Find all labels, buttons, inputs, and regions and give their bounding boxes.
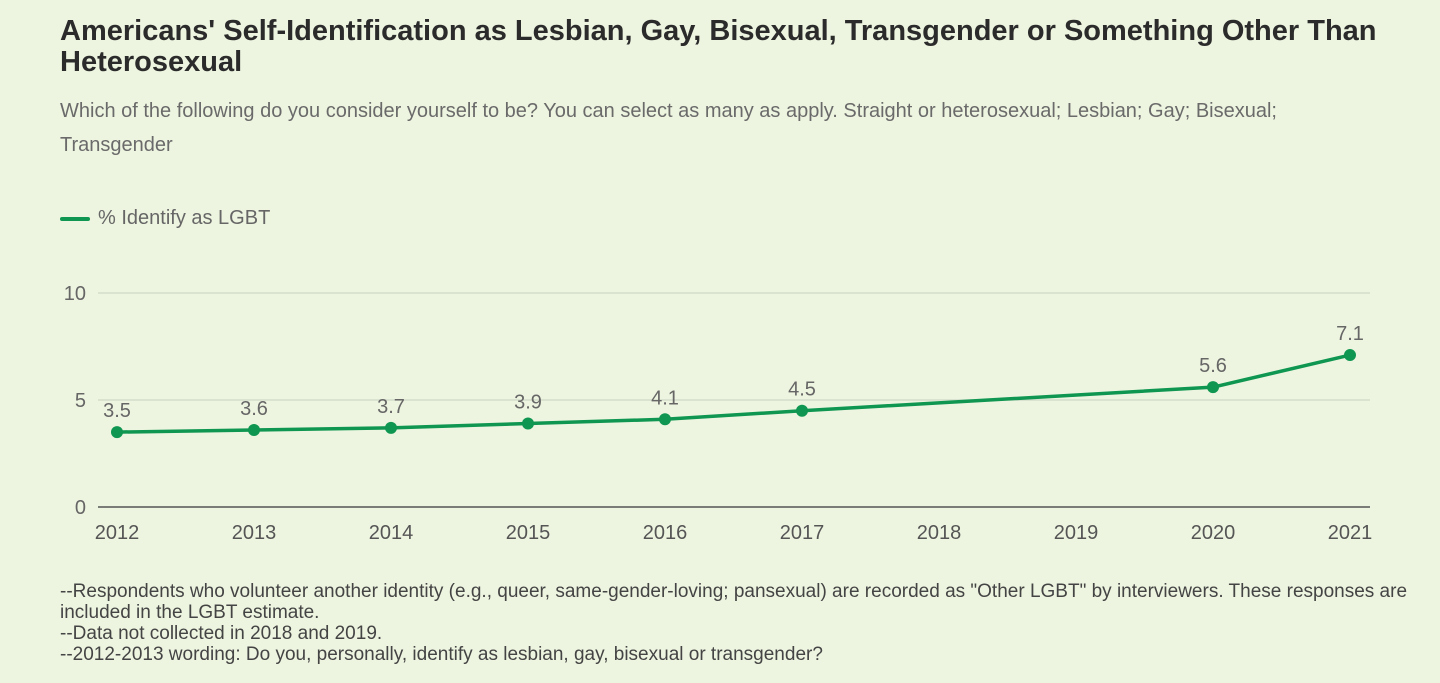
data-point	[248, 423, 260, 436]
y-tick-label: 10	[64, 283, 86, 305]
chart-subtitle: Which of the following do you consider y…	[60, 100, 1277, 156]
x-tick-label: 2021	[1328, 522, 1373, 544]
footnote: --2012-2013 wording: Do you, personally,…	[60, 644, 823, 665]
y-tick-label: 0	[75, 497, 86, 519]
data-label: 5.6	[1199, 355, 1227, 377]
series-line	[116, 353, 1351, 434]
data-label: 3.9	[514, 392, 542, 414]
x-tick-label: 2015	[506, 522, 551, 544]
data-label: 4.5	[788, 379, 816, 401]
legend-swatch	[60, 216, 90, 221]
x-tick-label: 2020	[1191, 522, 1236, 544]
data-label: 4.1	[651, 387, 679, 409]
data-point	[522, 417, 534, 430]
x-tick-label: 2017	[780, 522, 825, 544]
legend-label: % Identify as LGBT	[98, 207, 271, 229]
data-label: 7.1	[1336, 323, 1364, 345]
x-tick-label: 2012	[95, 522, 140, 544]
data-point	[1207, 381, 1219, 394]
chart-title: Americans' Self-Identification as Lesbia…	[60, 15, 1377, 78]
x-tick-label: 2019	[1054, 522, 1099, 544]
data-point	[111, 426, 123, 439]
footnote: --Data not collected in 2018 and 2019.	[60, 623, 383, 644]
data-point	[796, 404, 808, 417]
data-label: 3.7	[377, 396, 405, 418]
footnote: --Respondents who volunteer another iden…	[60, 581, 1408, 623]
y-tick-label: 5	[75, 390, 86, 412]
x-tick-label: 2014	[369, 522, 414, 544]
data-label: 3.5	[103, 400, 131, 422]
x-tick-label: 2018	[917, 522, 962, 544]
x-tick-label: 2016	[643, 522, 688, 544]
footnotes: --Respondents who volunteer another iden…	[60, 581, 1440, 665]
legend: % Identify as LGBT	[60, 207, 270, 230]
data-point	[1344, 349, 1356, 362]
data-point	[385, 421, 397, 434]
data-label: 3.6	[240, 398, 268, 420]
data-point	[659, 413, 671, 426]
x-tick-label: 2013	[232, 522, 277, 544]
